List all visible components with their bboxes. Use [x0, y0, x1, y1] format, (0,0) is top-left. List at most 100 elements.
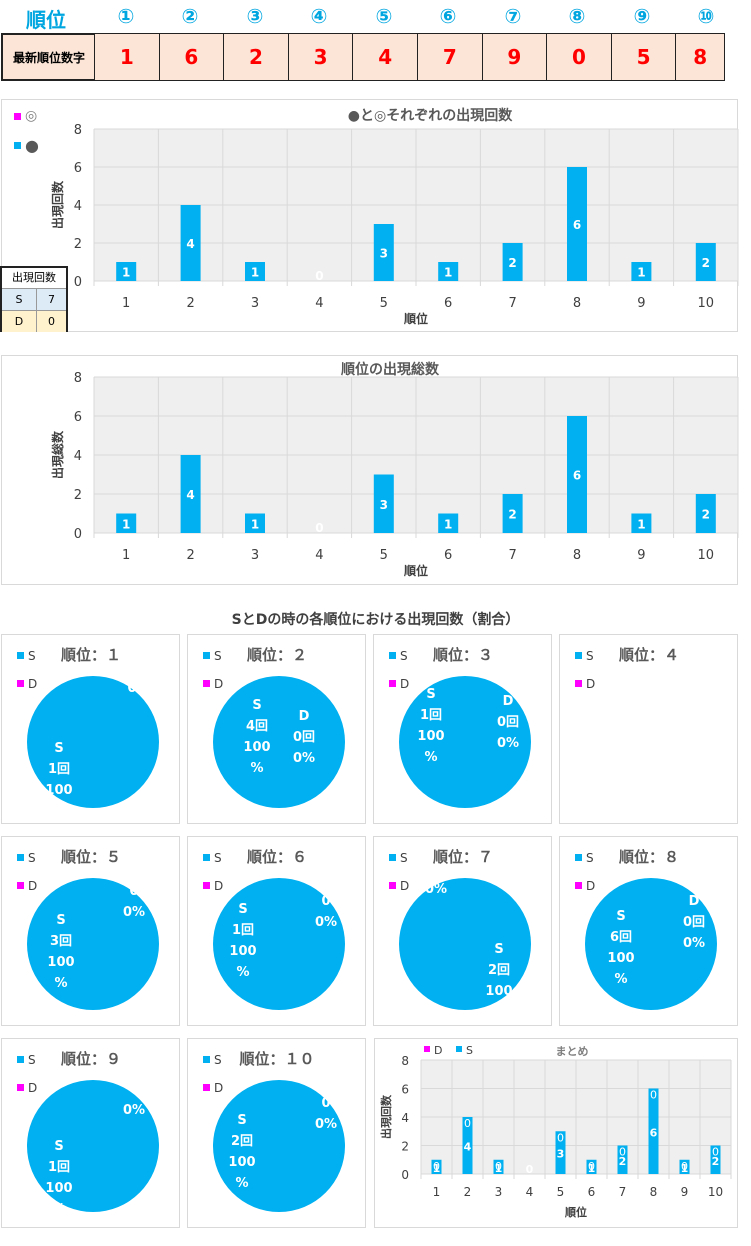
y-tick-label: 8: [74, 371, 82, 386]
bar: [631, 262, 652, 281]
side-table-s-label: S: [2, 289, 37, 310]
y-axis-label: 出現総数: [50, 430, 65, 479]
bar: [679, 1159, 690, 1174]
rank-circle-5: ⑤: [375, 4, 393, 28]
bar-value-label: 1: [122, 517, 130, 531]
x-tick-label: 2: [186, 548, 194, 563]
rank-circle-8: ⑧: [568, 4, 586, 28]
rank-circle-3: ③: [246, 4, 264, 28]
bar-value-label: 1: [637, 266, 645, 280]
bar: [567, 416, 587, 533]
bar-value-label: 1: [433, 1162, 441, 1175]
pie-d-label: 0%: [123, 1103, 145, 1118]
y-tick-label: 6: [74, 161, 82, 176]
y-tick-label: 0: [401, 1168, 409, 1182]
pie-s-label: 100: [417, 729, 444, 744]
bar-value-label: 1: [495, 1162, 503, 1175]
y-tick-label: 6: [74, 410, 82, 425]
x-tick-label: 8: [573, 296, 581, 311]
legend-d-label: D: [400, 677, 409, 691]
legend-d-swatch: [203, 680, 210, 687]
bar: [695, 494, 716, 533]
pie-s-label: 100: [45, 783, 72, 798]
pie-d-label: 0%: [315, 915, 337, 930]
y-axis-label: 出現回数: [379, 1094, 393, 1139]
x-axis-label: 順位: [403, 563, 428, 578]
pie-s-label: S: [54, 741, 63, 756]
x-tick-label: 6: [588, 1185, 596, 1199]
pie-title: 順位：８: [618, 848, 679, 866]
x-tick-label: 3: [495, 1185, 503, 1199]
pie-d-label: D: [503, 694, 514, 709]
bar-d-label: 0: [712, 1146, 719, 1159]
chart-title: まとめ: [556, 1045, 589, 1058]
pie-d-label: 0: [129, 1082, 138, 1097]
bar-value-label: 2: [712, 1155, 720, 1168]
pie-slice-s: [213, 1080, 345, 1212]
pie-s-label: %: [614, 972, 627, 987]
legend-double-circle: ◎: [14, 108, 37, 124]
pie-d-label: 0%: [497, 736, 519, 751]
bar: [431, 1159, 442, 1174]
x-axis-label: 順位: [403, 311, 428, 326]
bar: [617, 1145, 628, 1174]
legend-filled-circle: ●: [14, 136, 39, 155]
bar: [502, 243, 523, 281]
pie-title: 順位：４: [618, 646, 679, 664]
pie-d-label: D: [689, 894, 700, 909]
bar-value-label: 0: [315, 269, 323, 283]
pie-title: 順位：２: [246, 646, 307, 664]
latest-digit-4: 3: [287, 34, 353, 80]
rank-circle-9: ⑨: [633, 4, 651, 28]
x-tick-label: 3: [251, 548, 259, 563]
legend-s-swatch: [575, 652, 582, 659]
legend-d-swatch: [389, 680, 396, 687]
pie-s-label: S: [237, 1113, 246, 1128]
bar-value-label: 6: [573, 218, 581, 232]
pie-d-label: 0回: [683, 915, 705, 930]
legend-s-swatch: [203, 854, 210, 861]
legend-d-swatch: [203, 1084, 210, 1091]
pie-title: 順位：６: [246, 848, 307, 866]
x-tick-label: 5: [380, 548, 388, 563]
x-tick-label: 7: [508, 296, 516, 311]
y-tick-label: 0: [74, 275, 82, 290]
pie-s-label: 100: [485, 984, 512, 999]
pie-slice-s: [399, 878, 531, 1010]
x-tick-label: 9: [637, 296, 645, 311]
pie-s-label: 1回: [48, 1160, 70, 1175]
pie-d-label: D: [299, 709, 310, 724]
latest-digit-9: 5: [610, 34, 676, 80]
bar: [180, 205, 201, 281]
pie-slice-s: [399, 676, 531, 808]
legend-s-label: S: [214, 851, 222, 865]
bar-value-label: 2: [702, 508, 710, 522]
bar-value-label: 0: [526, 1163, 534, 1176]
y-tick-label: 2: [74, 237, 82, 252]
chart-title: ●と◎それぞれの出現回数: [348, 107, 513, 124]
pie-title: 順位：３: [432, 646, 493, 664]
legend-d-swatch: [424, 1046, 430, 1052]
bar: [631, 513, 652, 533]
pie-s-label: 1回: [48, 762, 70, 777]
legend-d-label: D: [28, 879, 37, 893]
latest-digit-10: 8: [675, 34, 724, 80]
bar-value-label: 1: [681, 1162, 689, 1175]
x-tick-label: 9: [637, 548, 645, 563]
y-tick-label: 4: [74, 199, 82, 214]
legend-d-label: D: [28, 677, 37, 691]
legend-s-label: S: [28, 649, 36, 663]
x-tick-label: 7: [619, 1185, 627, 1199]
pie-d-label: 0: [129, 884, 138, 899]
bar-d-label: 0: [526, 1174, 533, 1187]
pie-s-label: %: [235, 1176, 248, 1191]
legend-d-label: D: [214, 879, 223, 893]
pie-s-label: 100: [229, 944, 256, 959]
pie-d-label: 0%: [683, 936, 705, 951]
legend-d-label: D: [434, 1044, 442, 1057]
pie-s-label: 100: [45, 1181, 72, 1196]
